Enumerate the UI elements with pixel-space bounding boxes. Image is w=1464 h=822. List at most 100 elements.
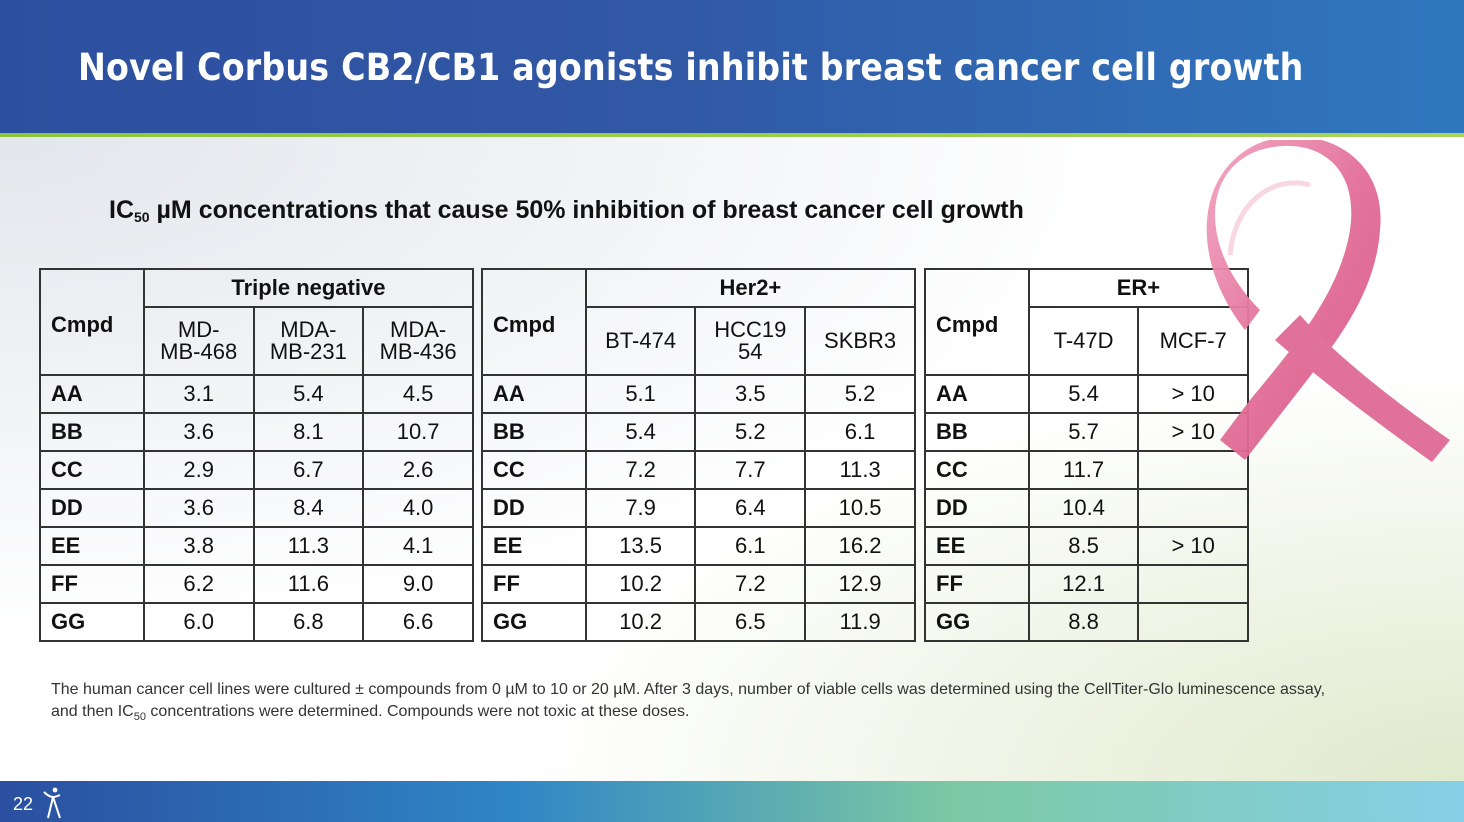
footnote: The human cancer cell lines were culture… [51, 679, 1331, 728]
cmpd-header: Cmpd [39, 268, 145, 376]
value-cell [1137, 564, 1249, 604]
table-row: EE 13.5 6.1 16.2 [481, 526, 916, 566]
value-cell [1137, 602, 1249, 642]
compound-cell: FF [39, 564, 145, 604]
value-cell: 6.6 [362, 602, 474, 642]
value-cell: 3.1 [142, 374, 255, 414]
table-row: AA 5.4 > 10 [924, 374, 1249, 414]
value-cell: 10.5 [804, 488, 916, 528]
value-cell: 11.7 [1027, 450, 1140, 490]
table-row: DD 10.4 [924, 488, 1249, 528]
table-row: BB 5.4 5.2 6.1 [481, 412, 916, 452]
value-cell: 5.2 [694, 412, 807, 452]
value-cell: 13.5 [584, 526, 697, 566]
value-cell: 10.7 [362, 412, 474, 452]
value-cell: 10.2 [584, 564, 697, 604]
value-cell: 11.9 [804, 602, 916, 642]
compound-cell: BB [924, 412, 1030, 452]
value-cell: 8.4 [252, 488, 365, 528]
value-cell: 5.2 [804, 374, 916, 414]
table-row: GG 10.2 6.5 11.9 [481, 602, 916, 642]
column-header: T-47D [1027, 306, 1140, 376]
compound-cell: GG [481, 602, 587, 642]
compound-cell: AA [39, 374, 145, 414]
value-cell: 4.0 [362, 488, 474, 528]
table-row: CC 2.9 6.7 2.6 [39, 450, 474, 490]
column-header: MDA- MB-231 [252, 306, 365, 376]
compound-cell: DD [39, 488, 145, 528]
compound-cell: EE [481, 526, 587, 566]
footnote-text-1: The human cancer cell lines were culture… [51, 681, 1326, 720]
value-cell: 16.2 [804, 526, 916, 566]
footnote-subscript: 50 [133, 711, 146, 724]
value-cell: 11.3 [804, 450, 916, 490]
value-cell: 5.7 [1027, 412, 1140, 452]
value-cell: 6.1 [804, 412, 916, 452]
er-positive-table: Cmpd ER+ T-47D MCF-7 AA 5.4 > 10 BB 5.7 > 10 CC… [924, 268, 1250, 642]
column-header: MD- MB-468 [142, 306, 255, 376]
value-cell: 7.2 [694, 564, 807, 604]
column-header: MCF-7 [1137, 306, 1249, 376]
value-cell: 8.8 [1027, 602, 1140, 642]
group-header: ER+ [1027, 268, 1250, 308]
value-cell: 6.5 [694, 602, 807, 642]
table-row: AA 3.1 5.4 4.5 [39, 374, 474, 414]
value-cell: 5.4 [1027, 374, 1140, 414]
value-cell: 11.3 [252, 526, 365, 566]
table-row: CC 7.2 7.7 11.3 [481, 450, 916, 490]
column-header: MDA- MB-436 [362, 306, 474, 376]
value-cell: 10.2 [584, 602, 697, 642]
compound-cell: CC [924, 450, 1030, 490]
value-cell: 7.9 [584, 488, 697, 528]
value-cell: 8.1 [252, 412, 365, 452]
table-row: GG 6.0 6.8 6.6 [39, 602, 474, 642]
compound-cell: EE [924, 526, 1030, 566]
compound-cell: EE [39, 526, 145, 566]
group-header: Her2+ [584, 268, 917, 308]
footnote-text-2: concentrations were determined. Compound… [145, 703, 690, 720]
value-cell: > 10 [1137, 374, 1249, 414]
slide-footer [0, 781, 1464, 822]
compound-cell: AA [481, 374, 587, 414]
value-cell: 9.0 [362, 564, 474, 604]
table-row: AA 5.1 3.5 5.2 [481, 374, 916, 414]
value-cell: 4.1 [362, 526, 474, 566]
table-subtitle: IC50 µM concentrations that cause 50% in… [109, 196, 1024, 225]
table-row: BB 3.6 8.1 10.7 [39, 412, 474, 452]
group-header: Triple negative [142, 268, 475, 308]
cmpd-header: Cmpd [481, 268, 587, 376]
breast-cancer-ribbon-icon [1206, 140, 1450, 462]
value-cell: > 10 [1137, 526, 1249, 566]
compound-cell: GG [924, 602, 1030, 642]
column-header: HCC19 54 [694, 306, 807, 376]
value-cell: 2.6 [362, 450, 474, 490]
value-cell: 6.0 [142, 602, 255, 642]
value-cell: 12.9 [804, 564, 916, 604]
compound-cell: AA [924, 374, 1030, 414]
compound-cell: GG [39, 602, 145, 642]
value-cell: 10.4 [1027, 488, 1140, 528]
value-cell: 3.8 [142, 526, 255, 566]
subtitle-ic: IC [109, 196, 134, 224]
compound-cell: CC [481, 450, 587, 490]
slide-title: Novel Corbus CB2/CB1 agonists inhibit br… [78, 46, 1304, 89]
value-cell: 6.8 [252, 602, 365, 642]
value-cell: 6.4 [694, 488, 807, 528]
compound-cell: BB [481, 412, 587, 452]
corbus-logo-icon [43, 787, 61, 819]
table-row: FF 10.2 7.2 12.9 [481, 564, 916, 604]
subtitle-subscript: 50 [134, 209, 150, 225]
value-cell: 8.5 [1027, 526, 1140, 566]
compound-cell: DD [924, 488, 1030, 528]
value-cell: 2.9 [142, 450, 255, 490]
value-cell: 5.4 [584, 412, 697, 452]
value-cell: 7.2 [584, 450, 697, 490]
subtitle-text: µM concentrations that cause 50% inhibit… [149, 196, 1024, 224]
value-cell: 6.7 [252, 450, 365, 490]
compound-cell: FF [924, 564, 1030, 604]
value-cell: 3.5 [694, 374, 807, 414]
table-row: FF 12.1 [924, 564, 1249, 604]
value-cell: 6.1 [694, 526, 807, 566]
table-row: DD 7.9 6.4 10.5 [481, 488, 916, 528]
slide-header [0, 0, 1464, 133]
